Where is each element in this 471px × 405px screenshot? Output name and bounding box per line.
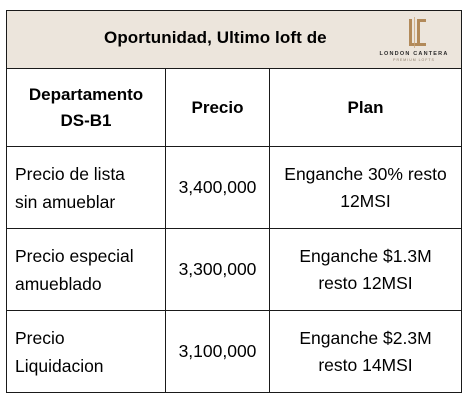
row-plan-line1: Enganche 30% resto xyxy=(284,163,447,184)
title-cell: Oportunidad, Ultimo loft de LONDON CANTE… xyxy=(5,10,463,69)
header-departamento: Departamento DS-B1 xyxy=(6,68,166,147)
row-label-line1: Precio especial xyxy=(15,245,134,266)
header-precio: Precio xyxy=(165,68,270,147)
row-label: Precio de lista sin amueblar xyxy=(6,146,166,229)
offer-table: Oportunidad, Ultimo loft de LONDON CANTE… xyxy=(5,10,463,393)
row-label-line1: Precio de lista xyxy=(15,163,125,184)
table-row: Precio de lista sin amueblar 3,400,000 E… xyxy=(6,146,463,229)
row-label-line2: amueblado xyxy=(15,273,102,294)
row-label-line2: Liquidacion xyxy=(15,355,104,376)
row-plan-line2: resto 12MSI xyxy=(318,272,413,293)
row-price: 3,300,000 xyxy=(165,228,270,311)
row-price: 3,100,000 xyxy=(165,310,270,393)
logo-wordmark: LONDON CANTERA xyxy=(379,51,449,57)
row-plan-line2: 12MSI xyxy=(340,190,391,211)
row-plan: Enganche $1.3M resto 12MSI xyxy=(268,228,463,311)
row-plan: Enganche 30% resto 12MSI xyxy=(268,146,463,229)
row-label: Precio Liquidacion xyxy=(6,310,166,393)
row-plan-line1: Enganche $2.3M xyxy=(299,327,432,348)
lc-monogram-icon xyxy=(409,17,426,48)
header-plan: Plan xyxy=(268,68,463,147)
header-departamento-line1: Departamento xyxy=(28,84,144,104)
table-row: Precio especial amueblado 3,300,000 Enga… xyxy=(6,228,463,311)
row-plan-line1: Enganche $1.3M xyxy=(299,245,432,266)
row-label-line1: Precio xyxy=(15,327,65,348)
header-plan-label: Plan xyxy=(347,97,384,117)
table-title: Oportunidad, Ultimo loft de xyxy=(104,28,327,47)
row-plan-line2: resto 14MSI xyxy=(318,354,413,375)
header-row: Departamento DS-B1 Precio Plan xyxy=(6,68,463,147)
header-departamento-line2: DS-B1 xyxy=(60,110,112,130)
brand-logo: LONDON CANTERA PREMIUM LOFTS xyxy=(376,14,452,64)
row-label: Precio especial amueblado xyxy=(6,228,166,311)
title-row: Oportunidad, Ultimo loft de LONDON CANTE… xyxy=(5,10,463,69)
row-price: 3,400,000 xyxy=(165,146,270,229)
header-precio-label: Precio xyxy=(191,97,244,117)
row-label-line2: sin amueblar xyxy=(15,191,116,212)
table-row: Precio Liquidacion 3,100,000 Enganche $2… xyxy=(6,310,463,393)
logo-tagline: PREMIUM LOFTS xyxy=(393,58,435,62)
row-plan: Enganche $2.3M resto 14MSI xyxy=(268,310,463,393)
